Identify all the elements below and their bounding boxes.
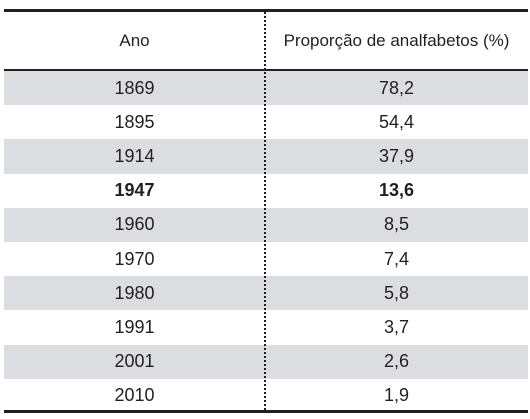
- cell-proportion: 7,4: [383, 248, 410, 269]
- header-proportion: Proporção de analfabetos (%): [283, 30, 510, 50]
- table-row: 1895 54,4: [4, 105, 528, 139]
- cell-proportion: 5,8: [383, 282, 410, 303]
- column-divider: [264, 12, 266, 410]
- cell-proportion: 8,5: [383, 214, 410, 235]
- cell-proportion: 37,9: [378, 145, 415, 166]
- table-header: Ano Proporção de analfabetos (%): [4, 12, 528, 71]
- cell-proportion: 1,9: [383, 385, 410, 406]
- cell-proportion: 2,6: [383, 351, 410, 372]
- cell-year: 1914: [114, 145, 155, 166]
- table-row: 2010 1,9: [4, 379, 528, 413]
- header-year: Ano: [119, 30, 150, 50]
- cell-year: 1970: [114, 248, 155, 269]
- data-table: Ano Proporção de analfabetos (%) 1869 78,…: [4, 9, 528, 413]
- cell-year: 2001: [114, 351, 155, 372]
- cell-year: 1991: [114, 316, 155, 337]
- cell-year: 2010: [114, 385, 155, 406]
- table-body: 1869 78,2 1895 54,4 1914 37,9 1947 13,6 1960 8,5 1…: [4, 71, 528, 413]
- cell-year: 1895: [114, 111, 155, 132]
- table-row: 1869 78,2: [4, 71, 528, 106]
- cell-year: 1960: [114, 214, 155, 235]
- cell-year: 1869: [114, 77, 155, 98]
- table-row: 1980 5,8: [4, 276, 528, 311]
- table-row: 1914 37,9: [4, 139, 528, 174]
- cell-proportion: 78,2: [378, 77, 415, 98]
- cell-proportion: 13,6: [378, 180, 415, 201]
- table-row: 1970 7,4: [4, 242, 528, 276]
- cell-year: 1947: [114, 180, 155, 201]
- table-row: 2001 2,6: [4, 344, 528, 379]
- table-row: 1991 3,7: [4, 310, 528, 344]
- cell-year: 1980: [114, 282, 155, 303]
- cell-proportion: 3,7: [383, 316, 410, 337]
- cell-proportion: 54,4: [378, 111, 415, 132]
- table-row: 1960 8,5: [4, 207, 528, 242]
- table-row: 1947 13,6: [4, 174, 528, 208]
